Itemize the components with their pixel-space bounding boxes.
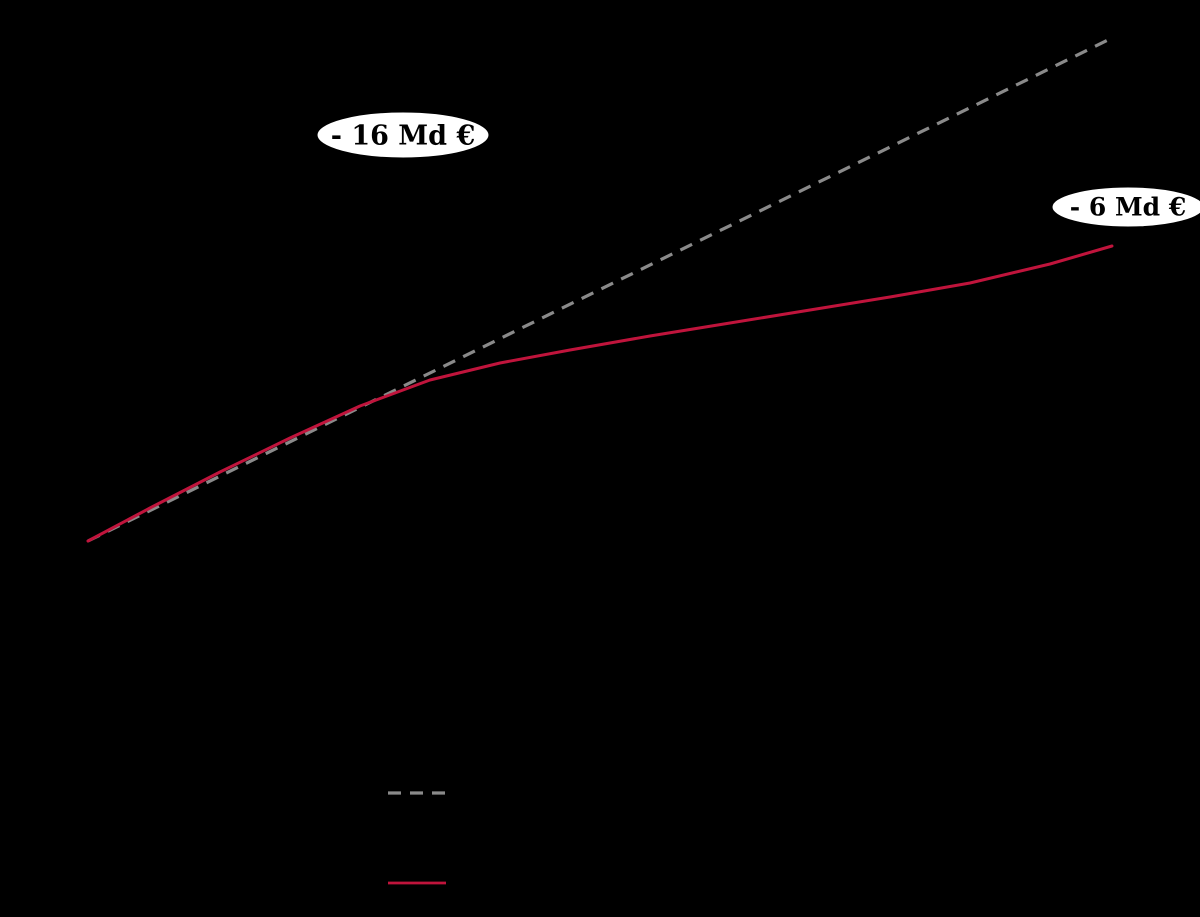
annotation-minus-16-label: - 16 Md € <box>331 121 476 152</box>
annotation-minus-16-ellipse <box>316 111 490 159</box>
annotation-minus-6: - 6 Md € <box>1051 186 1200 228</box>
annotation-minus-6-label: - 6 Md € <box>1070 193 1186 222</box>
legend <box>388 791 446 885</box>
annotation-minus-16: - 16 Md € <box>316 111 490 159</box>
trajectory-line-solid <box>86 244 1114 543</box>
trend-line-dashed <box>87 36 1113 543</box>
annotation-minus-6-ellipse <box>1051 186 1200 228</box>
